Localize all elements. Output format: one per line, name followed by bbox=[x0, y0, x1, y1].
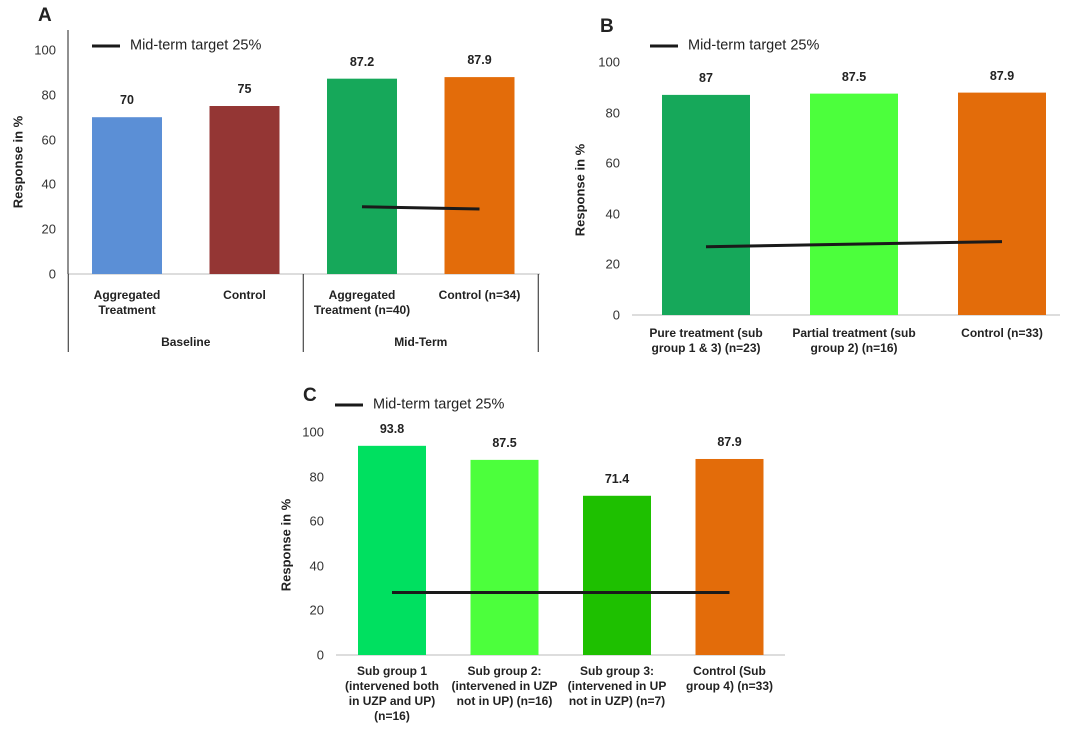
data-label: 71.4 bbox=[604, 471, 630, 486]
y-tick-label: 0 bbox=[612, 307, 620, 323]
y-tick-label: 60 bbox=[41, 132, 56, 148]
y-axis-title: Response in % bbox=[278, 498, 294, 592]
bar bbox=[583, 495, 651, 655]
data-label: 87.5 bbox=[492, 435, 517, 450]
bar bbox=[470, 459, 539, 655]
y-tick-label: 100 bbox=[302, 424, 324, 440]
data-label: 87.9 bbox=[717, 434, 742, 449]
panel-letter: C bbox=[303, 385, 317, 406]
y-tick-label: 0 bbox=[316, 647, 324, 663]
x-tick-label: Aggregated Treatment bbox=[93, 288, 161, 317]
bar bbox=[444, 77, 515, 274]
x-tick-label: Control bbox=[223, 288, 266, 302]
y-tick-label: 100 bbox=[598, 54, 620, 70]
y-tick-label: 40 bbox=[605, 206, 620, 222]
bar bbox=[662, 94, 750, 315]
data-label: 93.8 bbox=[379, 421, 405, 436]
bar bbox=[695, 458, 764, 655]
y-tick-label: 20 bbox=[41, 221, 56, 237]
group-label: Baseline bbox=[161, 335, 211, 349]
y-tick-label: 80 bbox=[605, 105, 620, 121]
y-tick-label: 20 bbox=[605, 256, 620, 272]
bar bbox=[209, 106, 280, 274]
x-tick-label: Control (n=34) bbox=[438, 288, 521, 302]
panel-letter: B bbox=[600, 16, 614, 37]
x-tick-label: Sub group 1 (intervened both in UZP and … bbox=[344, 664, 439, 723]
x-tick-label: Partial treatment (sub group 2) (n=16) bbox=[792, 326, 916, 355]
y-tick-label: 80 bbox=[309, 469, 324, 485]
panel-letter: A bbox=[38, 5, 52, 26]
target-line bbox=[705, 240, 1003, 249]
y-axis-title: Response in % bbox=[10, 115, 26, 209]
y-tick-label: 20 bbox=[309, 602, 324, 618]
y-tick-label: 100 bbox=[34, 42, 56, 58]
group-label: Mid-Term bbox=[394, 335, 448, 349]
y-tick-label: 0 bbox=[48, 266, 56, 282]
y-tick-label: 60 bbox=[605, 155, 620, 171]
y-tick-label: 80 bbox=[41, 87, 56, 103]
x-tick-label: Control (Sub group 4) (n=33) bbox=[685, 664, 773, 693]
data-label: 87.9 bbox=[989, 68, 1015, 83]
bar bbox=[358, 445, 426, 655]
y-tick-label: 40 bbox=[41, 176, 56, 192]
legend-label: Mid-term target 25% bbox=[130, 37, 262, 54]
data-label: 87 bbox=[699, 70, 713, 85]
y-tick-label: 40 bbox=[309, 558, 324, 574]
x-tick-label: Pure treatment (sub group 1 & 3) (n=23) bbox=[649, 326, 763, 355]
bar bbox=[92, 117, 162, 274]
bar bbox=[810, 93, 898, 315]
legend-label: Mid-term target 25% bbox=[688, 37, 820, 54]
data-label: 70 bbox=[120, 93, 134, 108]
bar bbox=[327, 78, 397, 274]
x-tick-label: Control (n=33) bbox=[961, 326, 1043, 340]
data-label: 87.5 bbox=[841, 69, 867, 84]
target-line bbox=[361, 205, 480, 211]
y-tick-label: 60 bbox=[309, 513, 324, 529]
x-tick-label: Sub group 3: (intervened in UP not in UZ… bbox=[567, 664, 667, 708]
bar bbox=[958, 92, 1046, 315]
data-label: 87.9 bbox=[467, 53, 492, 68]
x-tick-label: Sub group 2: (intervened in UZP not in U… bbox=[451, 664, 558, 708]
x-tick-label: Aggregated Treatment (n=40) bbox=[313, 288, 411, 317]
legend-label: Mid-term target 25% bbox=[373, 396, 505, 413]
data-label: 75 bbox=[237, 82, 252, 96]
data-label: 87.2 bbox=[349, 54, 375, 69]
